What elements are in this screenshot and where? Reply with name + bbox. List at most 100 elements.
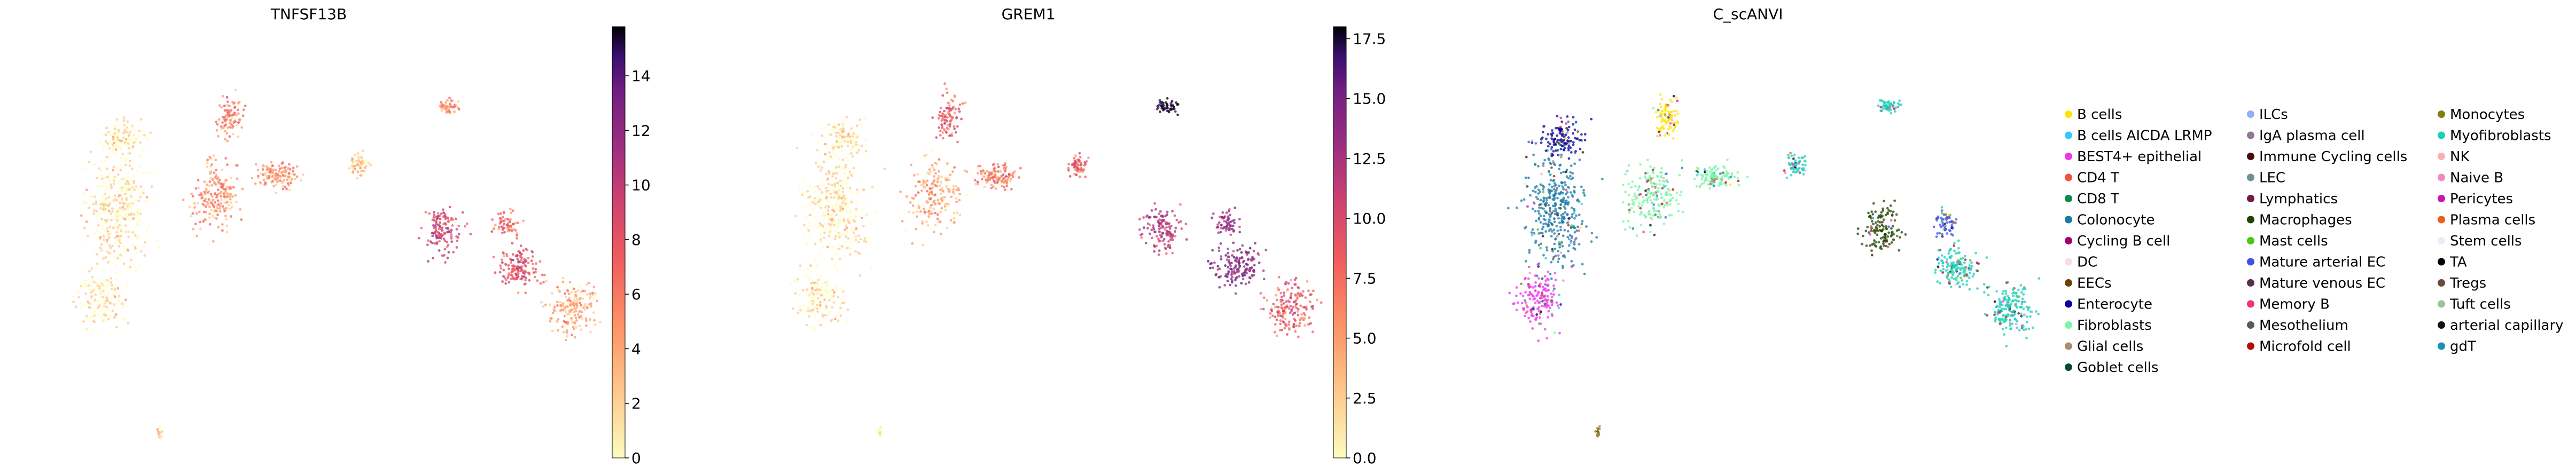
umap-point — [1965, 280, 1969, 283]
umap-point — [1671, 114, 1673, 117]
umap-point — [499, 264, 502, 267]
umap-point — [827, 223, 830, 226]
umap-point — [1309, 322, 1312, 325]
umap-point — [861, 216, 863, 219]
umap-point — [1569, 242, 1572, 244]
umap-point — [1282, 310, 1285, 313]
umap-point — [1528, 297, 1532, 300]
umap-point — [436, 212, 440, 215]
umap-point — [126, 284, 129, 287]
umap-point — [81, 168, 84, 171]
umap-point — [365, 161, 369, 164]
umap-point — [106, 297, 108, 300]
umap-point — [1262, 278, 1266, 281]
umap-point — [283, 167, 286, 169]
umap-point — [120, 208, 123, 211]
umap-point — [559, 304, 563, 307]
umap-point — [212, 240, 215, 243]
umap-point — [810, 291, 813, 294]
umap-point — [994, 187, 997, 190]
umap-point — [1798, 167, 1801, 170]
umap-point — [563, 330, 566, 334]
umap-point — [858, 274, 862, 277]
umap-point — [1549, 207, 1551, 210]
umap-point — [523, 283, 526, 286]
umap-point — [215, 129, 218, 132]
umap-point — [363, 159, 366, 162]
umap-point — [1297, 292, 1300, 295]
umap-point — [355, 160, 358, 162]
umap-point — [93, 287, 96, 290]
umap-point — [1563, 256, 1566, 259]
umap-point — [821, 191, 824, 194]
umap-point — [852, 192, 855, 195]
umap-point — [1955, 279, 1958, 281]
umap-point — [101, 203, 104, 205]
umap-point — [506, 276, 510, 279]
umap-point — [1662, 128, 1665, 131]
umap-point — [573, 299, 576, 302]
umap-point — [455, 235, 458, 238]
umap-point — [116, 210, 119, 213]
umap-point — [1157, 104, 1160, 106]
umap-point — [95, 202, 98, 205]
umap-point — [943, 82, 946, 85]
umap-point — [89, 281, 91, 284]
umap-point — [1889, 204, 1892, 207]
umap-point — [1539, 297, 1542, 300]
umap-point — [1224, 254, 1228, 257]
umap-point — [818, 188, 821, 191]
umap-point — [1664, 203, 1666, 207]
umap-point — [852, 173, 855, 177]
umap-point — [821, 167, 824, 169]
umap-point — [124, 163, 127, 167]
umap-point — [1871, 217, 1875, 220]
umap-point — [195, 234, 198, 238]
umap-point — [106, 142, 109, 145]
umap-point — [1892, 233, 1895, 236]
umap-point — [995, 178, 998, 181]
umap-point — [1883, 200, 1885, 203]
umap-point — [1542, 218, 1545, 221]
umap-point — [809, 264, 812, 267]
umap-point — [1010, 188, 1013, 191]
umap-point — [1879, 216, 1882, 219]
umap-point — [435, 242, 439, 245]
umap-point — [522, 219, 525, 223]
umap-point — [842, 196, 845, 199]
umap-point — [839, 214, 842, 217]
umap-point — [819, 215, 823, 218]
umap-point — [282, 174, 285, 177]
umap-point — [836, 223, 839, 226]
umap-point — [809, 200, 812, 203]
umap-point — [565, 338, 567, 342]
umap-point — [1264, 249, 1268, 251]
umap-point — [1570, 164, 1573, 167]
umap-point — [865, 199, 869, 202]
umap-point — [1524, 314, 1527, 318]
umap-point — [950, 195, 953, 199]
umap-point — [300, 179, 303, 182]
umap-point — [1160, 236, 1163, 239]
umap-point — [116, 221, 119, 225]
umap-point — [1946, 262, 1949, 265]
umap-point — [1235, 271, 1238, 273]
umap-point — [931, 116, 934, 119]
umap-point — [131, 174, 135, 177]
umap-point — [839, 134, 841, 137]
umap-point — [118, 180, 121, 184]
umap-point — [121, 302, 124, 305]
umap-point — [973, 179, 977, 182]
umap-point — [825, 307, 829, 311]
umap-point — [128, 262, 131, 265]
umap-point — [1217, 246, 1221, 249]
umap-point — [950, 98, 953, 101]
umap-point — [927, 197, 931, 200]
umap-point — [93, 281, 96, 284]
umap-point — [946, 162, 949, 164]
umap-point — [215, 210, 218, 212]
umap-point — [265, 165, 268, 168]
umap-point — [575, 300, 578, 304]
umap-point — [822, 225, 824, 228]
umap-point — [137, 134, 140, 138]
